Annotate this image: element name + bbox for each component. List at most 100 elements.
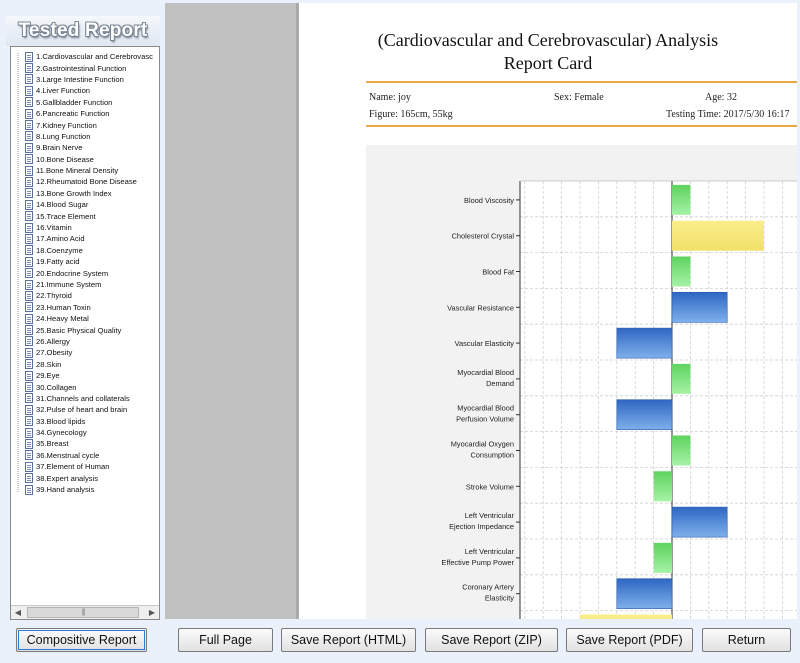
tree-item[interactable]: 39.Hand analysis <box>25 484 159 495</box>
category-label: Stroke Volume <box>466 482 514 491</box>
tree-item[interactable]: 33.Blood lipids <box>25 416 159 427</box>
tree-item[interactable]: 23.Human Toxin <box>25 302 159 313</box>
document-icon <box>25 336 33 347</box>
tree-item[interactable]: 30.Collagen <box>25 381 159 393</box>
preview-background <box>165 3 297 619</box>
tree-item-label: 29.Eye <box>36 371 60 381</box>
tree-item-label: 35.Breast <box>36 439 69 449</box>
tree-item-label: 23.Human Toxin <box>36 302 91 312</box>
tested-report-title: Tested Report <box>6 16 160 46</box>
tree-item[interactable]: 35.Breast <box>25 438 159 449</box>
tree-item-label: 2.Gastrointestinal Function <box>36 63 127 73</box>
tree-item[interactable]: 27.Obesity <box>25 347 159 358</box>
document-icon <box>25 176 33 187</box>
document-icon <box>25 154 33 165</box>
page-shadow <box>296 3 299 619</box>
tree-item[interactable]: 17.Amino Acid <box>25 233 159 244</box>
scrollbar-thumb[interactable]: ||| <box>27 607 139 618</box>
tree-item-label: 11.Bone Mineral Density <box>36 166 119 176</box>
document-icon <box>25 245 33 256</box>
document-icon <box>25 222 33 233</box>
category-label: Vascular Elasticity <box>455 339 515 348</box>
document-icon <box>25 279 33 290</box>
tree-item[interactable]: 32.Pulse of heart and brain <box>25 404 159 415</box>
tree-item[interactable]: 6.Pancreatic Function <box>25 108 159 119</box>
tree-item-label: 7.Kidney Function <box>36 120 97 130</box>
save-report-html-button[interactable]: Save Report (HTML) <box>281 628 416 652</box>
tree-item[interactable]: 25.Basic Physical Quality <box>25 324 159 336</box>
tree-item[interactable]: 1.Cardiovascular and Cerebrovasc <box>25 51 159 62</box>
tree-item[interactable]: 22.Thyroid <box>25 290 159 301</box>
tree-item[interactable]: 14.Blood Sugar <box>25 199 159 210</box>
chart-bar <box>671 292 728 323</box>
tree-item[interactable]: 7.Kidney Function <box>25 119 159 131</box>
tree-item-label: 28.Skin <box>36 359 62 369</box>
tree-item[interactable]: 2.Gastrointestinal Function <box>25 62 159 74</box>
report-tree[interactable]: 1.Cardiovascular and Cerebrovasc 2.Gastro… <box>10 46 160 620</box>
document-icon <box>25 108 33 119</box>
tree-item[interactable]: 36.Menstrual cycle <box>25 450 159 461</box>
chart-bar <box>672 363 691 394</box>
tree-item[interactable]: 3.Large Intestine Function <box>25 74 159 85</box>
tree-item-label: 1.Cardiovascular and Cerebrovasc <box>36 52 153 62</box>
tree-item[interactable]: 12.Rheumatoid Bone Disease <box>25 176 159 187</box>
scroll-right-icon[interactable]: ▶ <box>148 608 156 617</box>
tree-item[interactable]: 29.Eye <box>25 370 159 381</box>
scroll-left-icon[interactable]: ◀ <box>14 608 22 617</box>
category-label: Myocardial Blood <box>457 404 514 413</box>
document-icon <box>25 484 33 495</box>
category-label: Vascular Resistance <box>447 303 514 312</box>
tree-item-label: 15.Trace Element <box>36 211 96 221</box>
tree-item[interactable]: 4.Liver Function <box>25 85 159 96</box>
document-icon <box>25 473 33 484</box>
tree-item-label: 38.Expert analysis <box>36 473 99 483</box>
tree-item[interactable]: 10.Bone Disease <box>25 154 159 165</box>
save-report-pdf-button[interactable]: Save Report (PDF) <box>566 628 693 652</box>
tree-item[interactable]: 24.Heavy Metal <box>25 313 159 324</box>
tree-item[interactable]: 31.Channels and collaterals <box>25 393 159 404</box>
tree-item-label: 4.Liver Function <box>36 86 91 96</box>
document-icon <box>25 85 33 96</box>
report-title-line1: (Cardiovascular and Cerebrovascular) Ana… <box>377 30 719 50</box>
tree-item[interactable]: 11.Bone Mineral Density <box>25 165 159 176</box>
horizontal-scrollbar[interactable]: ◀ ||| ▶ <box>11 605 159 619</box>
tree-item[interactable]: 8.Lung Function <box>25 131 159 142</box>
tree-item[interactable]: 26.Allergy <box>25 336 159 347</box>
patient-age: Age: 32 <box>705 92 737 103</box>
tree-item-label: 25.Basic Physical Quality <box>36 325 122 335</box>
document-icon <box>25 131 33 142</box>
tree-item-label: 13.Bone Growth Index <box>36 188 112 198</box>
tree-item[interactable]: 34.Gynecology <box>25 427 159 438</box>
tree-item-label: 24.Heavy Metal <box>36 314 89 324</box>
left-panel: Tested Report 1.Cardiovascular and Cereb… <box>6 6 160 658</box>
tree-item[interactable]: 37.Element of Human <box>25 461 159 472</box>
document-icon <box>25 211 33 222</box>
tree-item[interactable]: 9.Brain Nerve <box>25 142 159 153</box>
tree-item[interactable]: 15.Trace Element <box>25 210 159 222</box>
tree-item[interactable]: 13.Bone Growth Index <box>25 188 159 199</box>
tree-item[interactable]: 20.Endocrine System <box>25 267 159 279</box>
document-icon <box>25 370 33 381</box>
tree-item[interactable]: 21.Immune System <box>25 279 159 290</box>
header-rule-bottom <box>366 125 797 127</box>
tree-item-label: 34.Gynecology <box>36 428 87 438</box>
tree-item[interactable]: 28.Skin <box>25 359 159 370</box>
tree-item[interactable]: 38.Expert analysis <box>25 472 159 484</box>
tree-item[interactable]: 18.Coenzyme <box>25 245 159 256</box>
tree-item[interactable]: 19.Fatty acid <box>25 256 159 267</box>
tree-item[interactable]: 5.Gallbladder Function <box>25 97 159 108</box>
save-report-zip-button[interactable]: Save Report (ZIP) <box>425 628 558 652</box>
tree-item[interactable]: 16.Vitamin <box>25 222 159 233</box>
tree-item-label: 6.Pancreatic Function <box>36 109 110 119</box>
tree-item-label: 3.Large Intestine Function <box>36 74 124 84</box>
tree-item-label: 19.Fatty acid <box>36 257 80 267</box>
category-label: Left Ventricular <box>465 547 515 556</box>
document-icon <box>25 416 33 427</box>
tree-item-label: 9.Brain Nerve <box>36 143 83 153</box>
compositive-report-button[interactable]: Compositive Report <box>16 628 147 652</box>
document-icon <box>25 438 33 449</box>
return-button[interactable]: Return <box>702 628 791 652</box>
full-page-button[interactable]: Full Page <box>178 628 273 652</box>
document-icon <box>25 450 33 461</box>
document-icon <box>25 256 33 267</box>
